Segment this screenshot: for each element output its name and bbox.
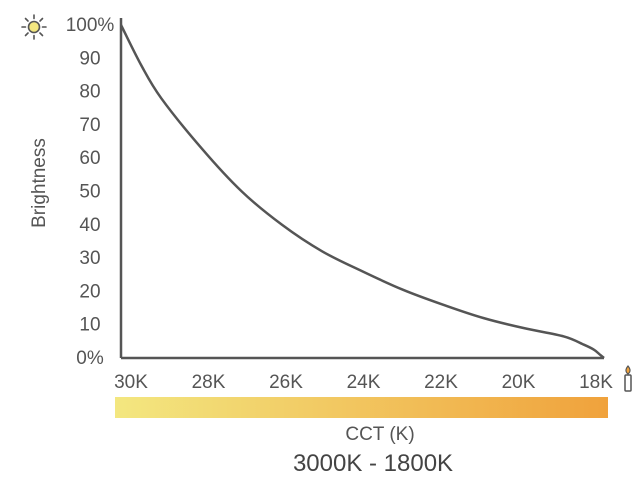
x-tick-label: 26K <box>269 372 303 393</box>
y-tick-label: 40 <box>79 215 100 236</box>
y-tick-label: 80 <box>79 82 100 103</box>
y-tick-label: 90 <box>79 48 100 69</box>
y-tick-label: 0% <box>76 348 104 369</box>
candle-icon <box>624 365 632 392</box>
y-tick-label: 70 <box>79 115 100 136</box>
x-tick-label: 22K <box>424 372 458 393</box>
x-tick-label: 18K <box>579 372 613 393</box>
x-tick-label: 30K <box>114 372 148 393</box>
x-tick-labels: 30K 28K 26K 24K 22K 20K 18K <box>114 372 613 393</box>
y-tick-label: 100% <box>66 15 115 36</box>
cct-gradient-bar <box>115 397 608 418</box>
y-tick-label: 10 <box>79 315 100 336</box>
brightness-curve <box>119 24 605 359</box>
cct-range-caption: 3000K - 1800K <box>293 450 453 477</box>
x-tick-label: 24K <box>347 372 381 393</box>
y-tick-labels: 0% 10 20 30 40 50 60 70 80 90 100% <box>66 15 115 369</box>
x-tick-label: 28K <box>192 372 226 393</box>
x-tick-label: 20K <box>502 372 536 393</box>
y-tick-label: 60 <box>79 148 100 169</box>
y-tick-label: 20 <box>79 281 100 302</box>
y-tick-label: 50 <box>79 182 100 203</box>
y-axis-label: Brightness <box>29 138 50 228</box>
y-tick-label: 30 <box>79 248 100 269</box>
sun-icon <box>21 14 47 40</box>
x-axis-label: CCT (K) <box>345 424 414 445</box>
